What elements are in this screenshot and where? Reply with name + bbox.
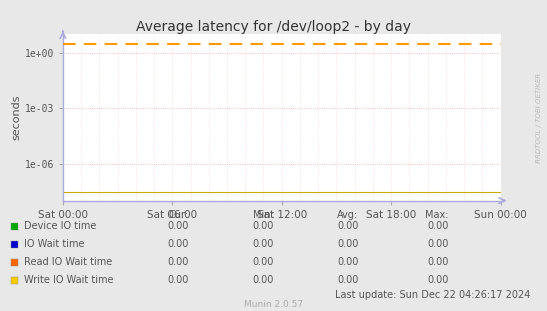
Text: Last update: Sun Dec 22 04:26:17 2024: Last update: Sun Dec 22 04:26:17 2024 xyxy=(335,290,531,300)
Text: 0.00: 0.00 xyxy=(167,221,189,231)
Text: Write IO Wait time: Write IO Wait time xyxy=(24,275,114,285)
Text: 0.00: 0.00 xyxy=(337,275,358,285)
Text: IO Wait time: IO Wait time xyxy=(24,239,85,249)
Text: Munin 2.0.57: Munin 2.0.57 xyxy=(244,300,303,309)
Text: Device IO time: Device IO time xyxy=(24,221,96,231)
Text: 0.00: 0.00 xyxy=(337,257,358,267)
Text: Min:: Min: xyxy=(253,210,274,220)
Text: 0.00: 0.00 xyxy=(167,275,189,285)
Text: 0.00: 0.00 xyxy=(252,275,274,285)
Text: 0.00: 0.00 xyxy=(167,239,189,249)
Text: Average latency for /dev/loop2 - by day: Average latency for /dev/loop2 - by day xyxy=(136,20,411,34)
Text: 0.00: 0.00 xyxy=(427,275,449,285)
Text: 0.00: 0.00 xyxy=(252,221,274,231)
Text: 0.00: 0.00 xyxy=(427,257,449,267)
Text: 0.00: 0.00 xyxy=(252,239,274,249)
Text: Avg:: Avg: xyxy=(337,210,358,220)
Text: 0.00: 0.00 xyxy=(427,221,449,231)
Text: 0.00: 0.00 xyxy=(167,257,189,267)
Text: Max:: Max: xyxy=(425,210,449,220)
Text: 0.00: 0.00 xyxy=(252,257,274,267)
Text: 0.00: 0.00 xyxy=(337,221,358,231)
Y-axis label: seconds: seconds xyxy=(11,95,22,140)
Text: 0.00: 0.00 xyxy=(427,239,449,249)
Text: 0.00: 0.00 xyxy=(337,239,358,249)
Text: Read IO Wait time: Read IO Wait time xyxy=(24,257,112,267)
Text: Cur:: Cur: xyxy=(168,210,189,220)
Text: RRDTOOL / TOBI OETIKER: RRDTOOL / TOBI OETIKER xyxy=(536,73,542,163)
